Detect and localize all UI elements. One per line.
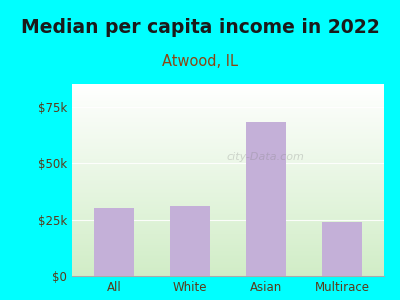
- Text: city-Data.com: city-Data.com: [226, 152, 304, 162]
- Bar: [246, 122, 286, 276]
- Text: Atwood, IL: Atwood, IL: [162, 54, 238, 69]
- Bar: [94, 208, 134, 276]
- Bar: [322, 222, 362, 276]
- Bar: [170, 206, 210, 276]
- Text: Median per capita income in 2022: Median per capita income in 2022: [21, 18, 379, 37]
